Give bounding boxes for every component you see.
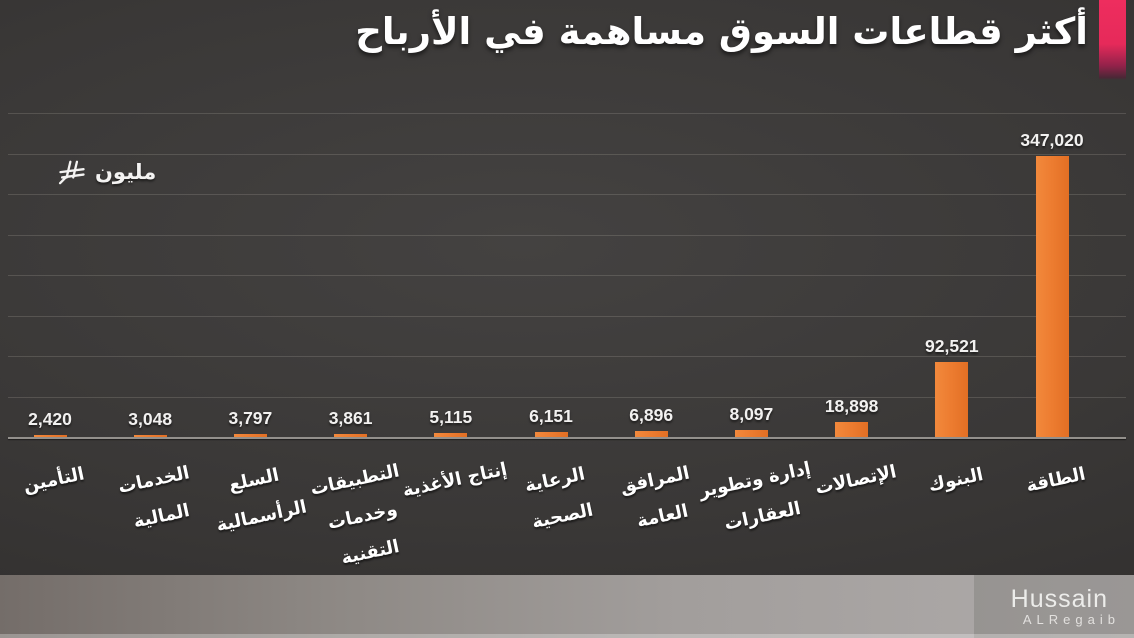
- bar-1: [33, 435, 67, 437]
- value-label: 2,420: [28, 409, 72, 429]
- bar-10: [935, 362, 969, 437]
- bar-2: [133, 434, 167, 437]
- value-label: 8,097: [729, 404, 774, 425]
- bar-7: [634, 431, 668, 437]
- gridline: [8, 275, 1126, 276]
- x-axis-line: [8, 437, 1126, 439]
- value-label: 5,115: [429, 406, 473, 427]
- value-label: 3,861: [328, 407, 373, 428]
- value-label: 3,048: [128, 408, 173, 429]
- bar-9: [835, 421, 869, 437]
- watermark: Hussain ALRegaib: [974, 575, 1134, 638]
- bar-8: [734, 430, 768, 437]
- bar-5: [434, 432, 468, 437]
- pink-accent-bar: [1099, 0, 1126, 80]
- value-label: 18,898: [824, 395, 879, 416]
- gridline: [8, 356, 1126, 357]
- bar-6: [534, 432, 568, 437]
- gridline: [8, 234, 1126, 236]
- watermark-surname: ALRegaib: [1022, 612, 1120, 627]
- bar-11: [1035, 155, 1069, 437]
- unit-label: مليون: [58, 157, 156, 187]
- watermark-name: Hussain: [1010, 585, 1108, 613]
- bar-4: [334, 433, 368, 437]
- value-label: 92,521: [925, 336, 979, 357]
- gridline: [8, 194, 1126, 195]
- value-label: 6,151: [529, 406, 573, 427]
- saudi-riyal-currency-icon: [58, 160, 86, 185]
- bottom-strip: Hussain ALRegaib: [0, 575, 1134, 638]
- chart-title: أكثر قطاعات السوق مساهمة في الأرباح: [355, 10, 1088, 53]
- gridline: [8, 396, 1126, 398]
- gridline: [8, 153, 1126, 155]
- value-label: 6,896: [629, 405, 674, 426]
- bar-3: [233, 433, 267, 437]
- value-label: 3,797: [228, 407, 273, 428]
- value-label: 347,020: [1020, 129, 1084, 150]
- gridline: [8, 315, 1126, 317]
- unit-label-text: مليون: [95, 160, 157, 184]
- gridline: [8, 113, 1126, 114]
